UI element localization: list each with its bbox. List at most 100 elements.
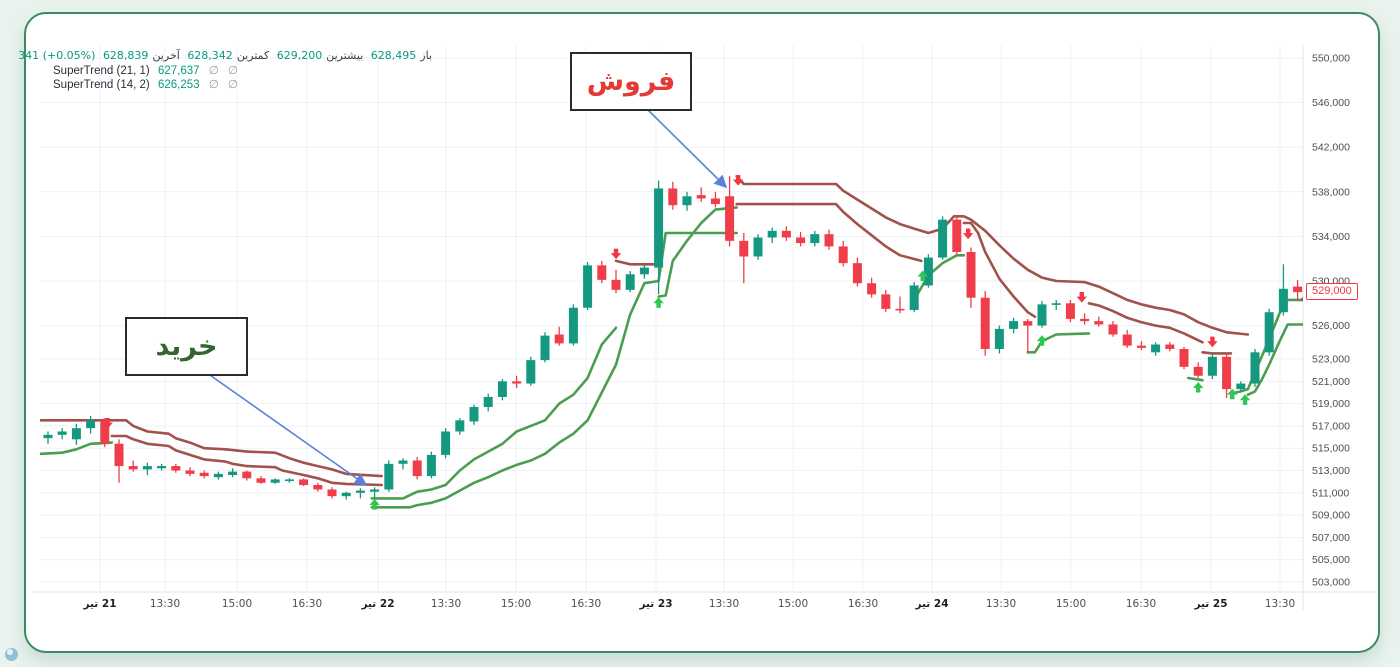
svg-text:25 تیر: 25 تیر [1193,598,1227,610]
candle [625,274,635,290]
candle [1037,304,1047,326]
candle [313,485,323,490]
svg-text:13:30: 13:30 [1265,598,1295,610]
svg-text:515,000: 515,000 [1312,443,1350,455]
candle [256,478,266,483]
candle [540,335,550,361]
candle [43,434,53,439]
candle [426,454,436,477]
candle [1094,321,1104,325]
svg-text:15:00: 15:00 [501,598,531,610]
candle [568,307,578,344]
svg-text:21 تیر: 21 تیر [82,598,116,610]
candle [994,328,1004,349]
buy-signal-icon [1193,381,1204,393]
candle [512,381,522,384]
candle [185,470,195,474]
candle [1293,286,1303,293]
indicator-name: SuperTrend (21, 1) [53,65,150,77]
candle [142,466,152,470]
indicator-legend-supertrend-14-2[interactable]: SuperTrend (14, 2) 626,253 ∅ ∅ [53,77,241,91]
candle [299,479,309,486]
indicator-empty-values: ∅ ∅ [208,79,241,91]
candle [341,492,351,497]
candle [1009,321,1019,329]
sell-signal-icon [1076,292,1087,303]
indicator-empty-values: ∅ ∅ [208,65,241,77]
last-label: آخرین [152,49,180,62]
candle [1108,324,1118,335]
svg-text:519,000: 519,000 [1312,398,1350,410]
candle [1023,321,1033,326]
candle [441,431,451,455]
candle [682,196,692,206]
candle [639,267,649,275]
svg-text:542,000: 542,000 [1312,142,1350,154]
candles [43,176,1303,500]
candle [199,472,209,477]
high-value: 629,200 [276,49,323,62]
open-value: 628,495 [370,49,417,62]
candle [526,360,536,384]
candle [867,283,877,295]
time-axis[interactable]: 21 تیر 13:30 15:00 16:30 22 تیر 13:30 15:00 16:… [82,598,1295,610]
indicator-name: SuperTrend (14, 2) [53,79,150,91]
sell-annotation-text: فروش [586,66,676,97]
candle [938,219,948,258]
sell-signal-icon [102,418,113,429]
last-value: 628,839 [102,49,149,62]
sell-signal-icon [732,174,744,186]
candle [895,308,905,311]
candle [370,489,380,492]
svg-text:546,000: 546,000 [1312,97,1350,109]
last-price-badge: 529,000 [1306,283,1358,301]
candle [725,196,735,241]
candle [1051,303,1061,305]
supertrend-21-1-line [40,202,1303,500]
low-value: 628,342 [187,49,233,62]
candle [228,471,238,475]
svg-text:503,000: 503,000 [1312,577,1350,589]
candle [100,420,110,444]
buy-signal-icon [917,270,928,282]
candle [469,406,479,422]
candle [810,234,820,244]
svg-text:505,000: 505,000 [1312,554,1350,566]
svg-text:16:30: 16:30 [1126,598,1156,610]
candle [171,466,181,471]
indicator-legend-supertrend-21-1[interactable]: SuperTrend (21, 1) 627,637 ∅ ∅ [53,63,241,77]
svg-text:523,000: 523,000 [1312,354,1350,366]
svg-text:13:30: 13:30 [431,598,461,610]
svg-text:23 تیر: 23 تیر [638,598,672,610]
svg-text:13:30: 13:30 [709,598,739,610]
svg-text:507,000: 507,000 [1312,532,1350,544]
candle [412,460,422,477]
candle [71,428,81,440]
open-label: باز [420,49,432,62]
low-label: کمترین [236,49,270,62]
buy-signal-icon [369,499,380,510]
candle [881,294,891,309]
sell-signal-icon [962,228,974,240]
candle [796,237,806,244]
candle [1136,345,1146,348]
candle [654,188,664,268]
candle [327,489,337,497]
candle [284,479,294,482]
candle [86,420,96,429]
candle [398,460,408,464]
sell-signal-icon [1207,336,1218,348]
candle [710,198,720,205]
candle [696,195,706,199]
candle [1179,348,1189,367]
candle [583,265,593,308]
candle [838,246,848,264]
candle [128,466,138,470]
high-label: بیشترین [326,49,364,62]
candle [966,251,976,298]
candle [1065,303,1075,319]
candle [923,257,933,286]
svg-text:538,000: 538,000 [1312,186,1350,198]
price-axis[interactable]: 550,000546,000542,000538,000534,000530,0… [1312,53,1350,589]
candle [384,463,394,490]
